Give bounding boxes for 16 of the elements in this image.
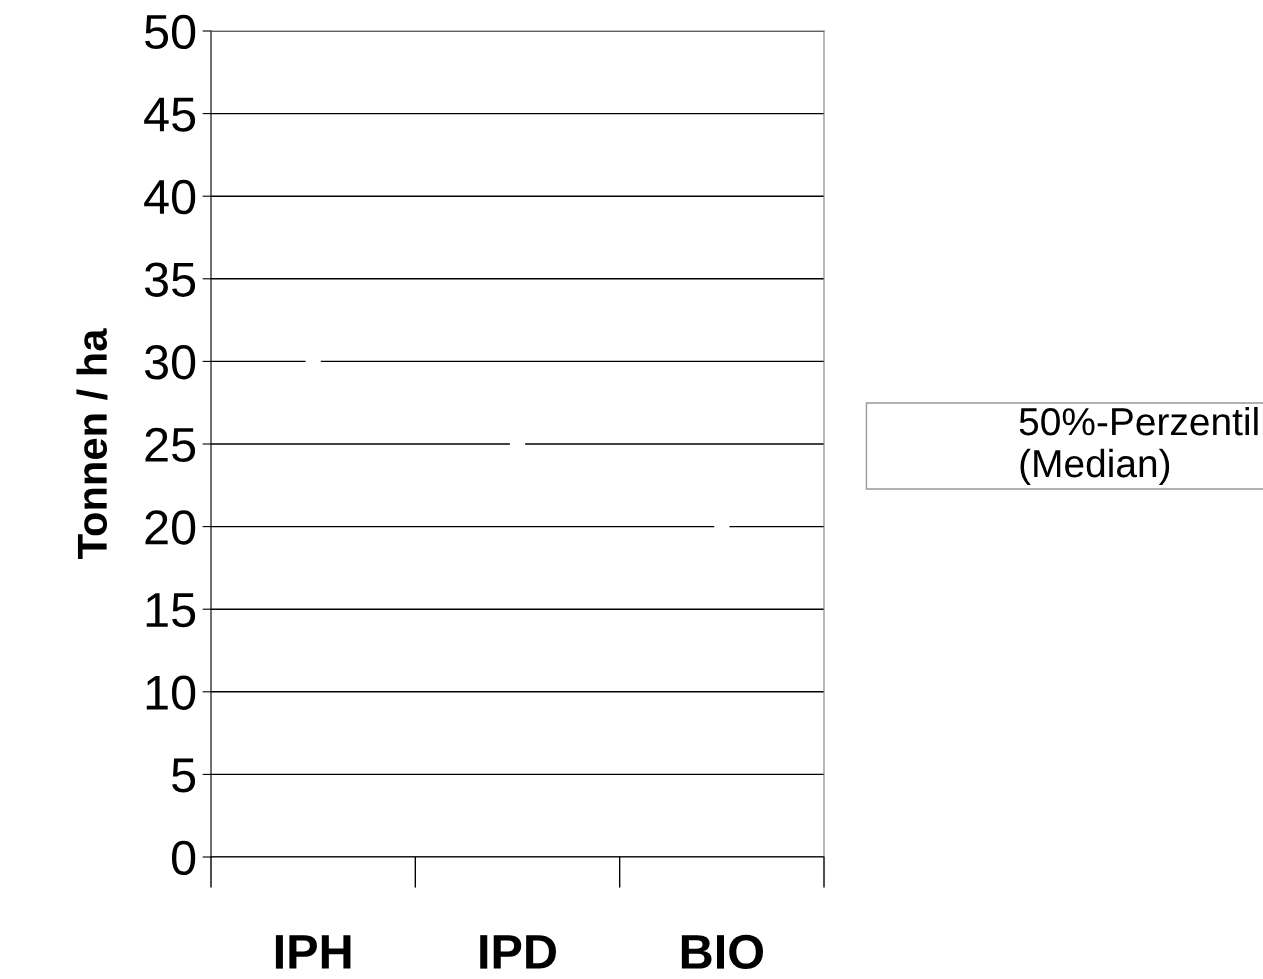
y-tick-label: 5	[172, 758, 196, 793]
text: 50%-Perzentil (Median)	[1019, 406, 1258, 486]
y-tick-label: 40	[144, 179, 196, 215]
y-tick-label: 20	[145, 510, 196, 545]
y-tick-label: 50	[144, 14, 196, 50]
x-tick-label: IPD	[480, 935, 556, 969]
y-tick-label: 45	[144, 97, 196, 132]
x-tick-label: IPH	[275, 935, 351, 969]
y-tick-label: 30	[144, 345, 196, 380]
y-tick-label: 25	[145, 427, 196, 463]
y-tick-label: 10	[146, 675, 196, 710]
y-tick-label: 0	[171, 840, 196, 876]
y-tick-label: 15	[146, 593, 196, 628]
y-axis-title: Tonnen / ha	[76, 328, 108, 559]
x-tick-label: BIO	[681, 934, 763, 970]
y-tick-label: 35	[144, 262, 196, 297]
